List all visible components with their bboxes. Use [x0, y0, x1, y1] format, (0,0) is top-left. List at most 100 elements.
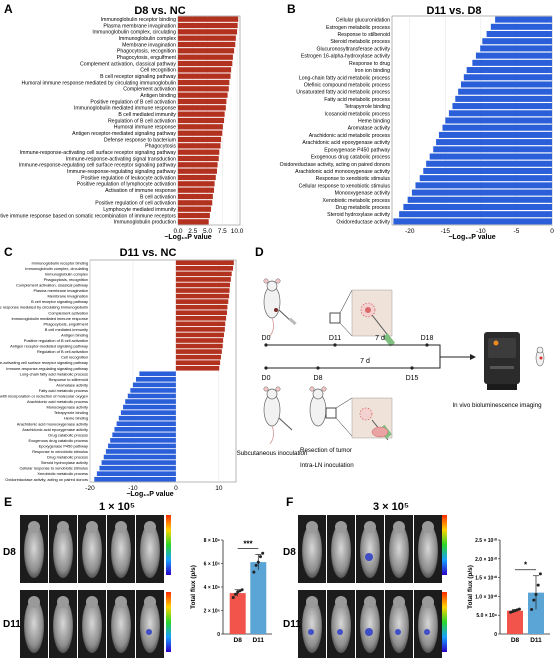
bar [175, 271, 232, 277]
colorbar-f-2 [442, 592, 447, 652]
bar [108, 443, 176, 449]
bar [139, 371, 176, 377]
category-label: Response to stilbenoid [49, 377, 88, 382]
y-tick-label: 1.5 × 10¹⁰ [475, 576, 497, 582]
category-label: Olefinic compound metabolic process [304, 82, 391, 88]
mouse-body [418, 524, 438, 578]
category-label: Positive regulation of B cell activation [90, 99, 176, 105]
panel-c-title: D11 vs. NC [120, 247, 177, 259]
bar [175, 338, 224, 343]
x-tick-label: -20 [405, 228, 415, 235]
data-point [234, 592, 237, 596]
x-tick-label: D11 [252, 637, 264, 644]
panel-letter-c: C [4, 245, 13, 259]
bar [175, 293, 230, 299]
x-tick-label: 2.5 [188, 228, 197, 235]
bar [103, 454, 176, 460]
timeline-2-interval: 7 d [360, 358, 370, 365]
label-subcutaneous: Subcutaneous inoculation [237, 450, 308, 457]
panel-letter-d: D [255, 245, 264, 259]
mouse-head [86, 596, 98, 608]
bar [472, 59, 552, 66]
mouse-body [389, 599, 409, 653]
mouse-head [57, 521, 69, 533]
category-label: Exogenous drug catabolic process [29, 438, 89, 443]
x-tick-label: 0 [550, 228, 554, 235]
x-tick-label: -20 [85, 485, 95, 492]
x-tick-label: 5.0 [203, 228, 212, 235]
bar [120, 410, 176, 415]
category-label: Steroid hydroxylase activity [41, 460, 88, 465]
data-point [536, 583, 540, 587]
category-label: Arachidonic acid epoxygenase activity [302, 140, 390, 146]
row-label-e-d8: D8 [3, 547, 16, 558]
bioluminescence-spot [365, 553, 373, 561]
bar [250, 562, 267, 634]
category-label: Phagocytosis, engulfment [117, 55, 177, 61]
bar [399, 211, 552, 218]
category-label: Antigen receptor-mediated signaling path… [10, 344, 88, 349]
data-point [231, 596, 235, 600]
category-label: Monooxygenase activity [335, 191, 391, 197]
category-label: Estrogen 16-alpha-hydroxylase activity [301, 54, 391, 60]
bioluminescence-spot [424, 629, 430, 635]
bar [112, 432, 176, 438]
mouse-body [389, 524, 409, 578]
bar [175, 343, 223, 349]
x-tick-label: 10 [215, 485, 223, 492]
bar [178, 193, 213, 200]
category-label: Arachidonic acid metabolic process [309, 133, 391, 139]
x-tick-label: D11 [530, 637, 542, 644]
data-point [256, 560, 260, 564]
y-tick-label: 5.0 × 10⁹ [476, 613, 497, 619]
category-label: Immunoglobulin complex [45, 271, 88, 276]
category-label: Complement activation, classical pathway [80, 61, 176, 67]
mouse-body [82, 524, 102, 578]
panel-a-xlabel: −Log₁₀P value [164, 234, 211, 241]
y-axis-label: Total flux (p/s) [467, 565, 474, 609]
category-label: Immune response-activating cell surface … [0, 360, 88, 365]
bar [438, 131, 552, 138]
bar [475, 52, 552, 59]
bar [175, 299, 229, 304]
category-label: Icosanoid metabolic process [325, 111, 391, 117]
category-label: Aromatase activity [56, 382, 88, 387]
bar [178, 67, 232, 73]
bar [127, 393, 176, 399]
bar [178, 187, 215, 193]
category-label: Activation of immune response [105, 188, 176, 194]
category-label: Immune-response-regulating cell surface … [19, 163, 177, 169]
category-label: B cell mediated immunity [45, 327, 88, 332]
category-label: Epoxygenase P450 pathway [324, 147, 390, 153]
bar [175, 321, 226, 327]
imaging-grid-e [20, 515, 164, 658]
category-label: Monooxygenase activity [46, 405, 88, 410]
bar [178, 29, 238, 35]
mouse-head [422, 521, 434, 533]
category-label: Complement activation, classical pathway [16, 283, 88, 288]
category-label: Defense response to bacterium [104, 137, 176, 143]
bar [455, 95, 552, 102]
mouse-body [24, 524, 44, 578]
mouse-body [53, 524, 73, 578]
category-label: Antigen receptor-mediated signaling path… [72, 131, 176, 137]
category-label: Phagocytosis, recognition [117, 49, 176, 55]
category-label: Exogenous drug catabolic process [311, 155, 391, 161]
timeline-1-interval: 7 d [375, 335, 385, 342]
panel-letter-a: A [4, 2, 13, 16]
category-label: Oxidoreductase activity, acting on paire… [280, 162, 391, 168]
bar [178, 130, 223, 136]
timeline-1-d0: D0 [262, 335, 271, 342]
bar [178, 219, 209, 225]
mouse-head [306, 596, 318, 608]
bar [178, 92, 228, 98]
mouse-head [28, 596, 40, 608]
category-label: Immunoglobulin mediated immune response [74, 106, 176, 112]
mouse-head [144, 521, 156, 533]
bar [178, 136, 222, 143]
category-label: Lymphocyte mediated immunity [103, 207, 176, 213]
category-label: Response to xenobiotic stimulus [32, 449, 88, 454]
category-label: Heme binding [64, 416, 88, 421]
bar [175, 265, 233, 271]
